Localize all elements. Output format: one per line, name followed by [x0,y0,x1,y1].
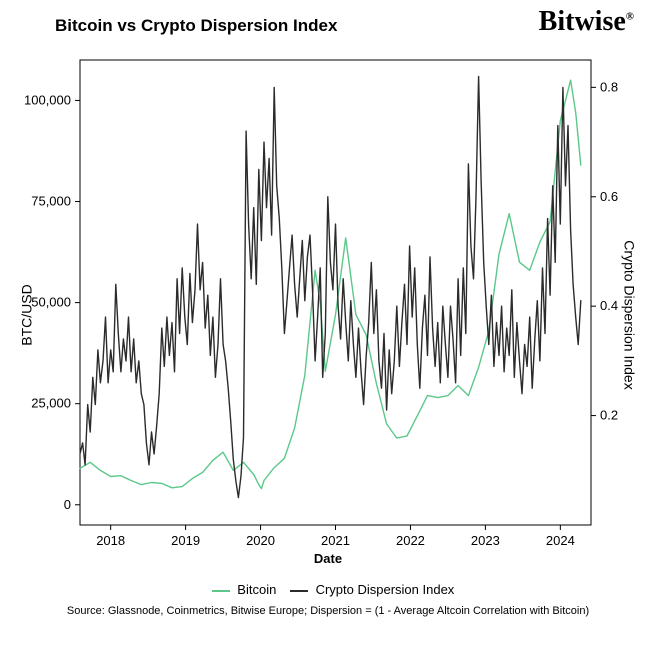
svg-text:75,000: 75,000 [31,194,71,209]
svg-text:2018: 2018 [96,533,125,548]
legend-label-dispersion: Crypto Dispersion Index [316,582,455,597]
brand-reg: ® [626,11,634,23]
svg-text:0.4: 0.4 [600,298,618,313]
chart-title: Bitcoin vs Crypto Dispersion Index [55,16,337,36]
svg-text:0.2: 0.2 [600,408,618,423]
svg-text:100,000: 100,000 [24,92,71,107]
svg-text:25,000: 25,000 [31,396,71,411]
svg-text:2023: 2023 [471,533,500,548]
chart-header: Bitcoin vs Crypto Dispersion Index Bitwi… [10,10,646,50]
chart-svg: 2018 2019 2020 2021 2022 2023 2024 0 25,000 50,00… [10,50,646,580]
legend-swatch-bitcoin [212,590,230,592]
chart-legend: Bitcoin Crypto Dispersion Index [10,580,646,597]
svg-text:0: 0 [64,497,71,512]
brand-name: Bitwise [539,6,626,37]
svg-text:2021: 2021 [321,533,350,548]
source-text: Source: Glassnode, Coinmetrics, Bitwise … [10,597,646,617]
chart-container: Bitcoin vs Crypto Dispersion Index Bitwi… [0,0,661,661]
svg-text:2024: 2024 [546,533,575,548]
legend-label-bitcoin: Bitcoin [237,582,276,597]
x-axis-label: Date [314,551,342,566]
brand-logo: Bitwise® [539,6,634,38]
svg-text:50,000: 50,000 [31,295,71,310]
svg-text:2022: 2022 [396,533,425,548]
legend-swatch-dispersion [290,590,308,592]
svg-text:0.8: 0.8 [600,79,618,94]
chart-plot-wrap: BTC/USD Crypto Dispersion Index 20182019… [10,50,646,580]
svg-text:2020: 2020 [246,533,275,548]
svg-text:2019: 2019 [171,533,200,548]
svg-text:0.6: 0.6 [600,189,618,204]
